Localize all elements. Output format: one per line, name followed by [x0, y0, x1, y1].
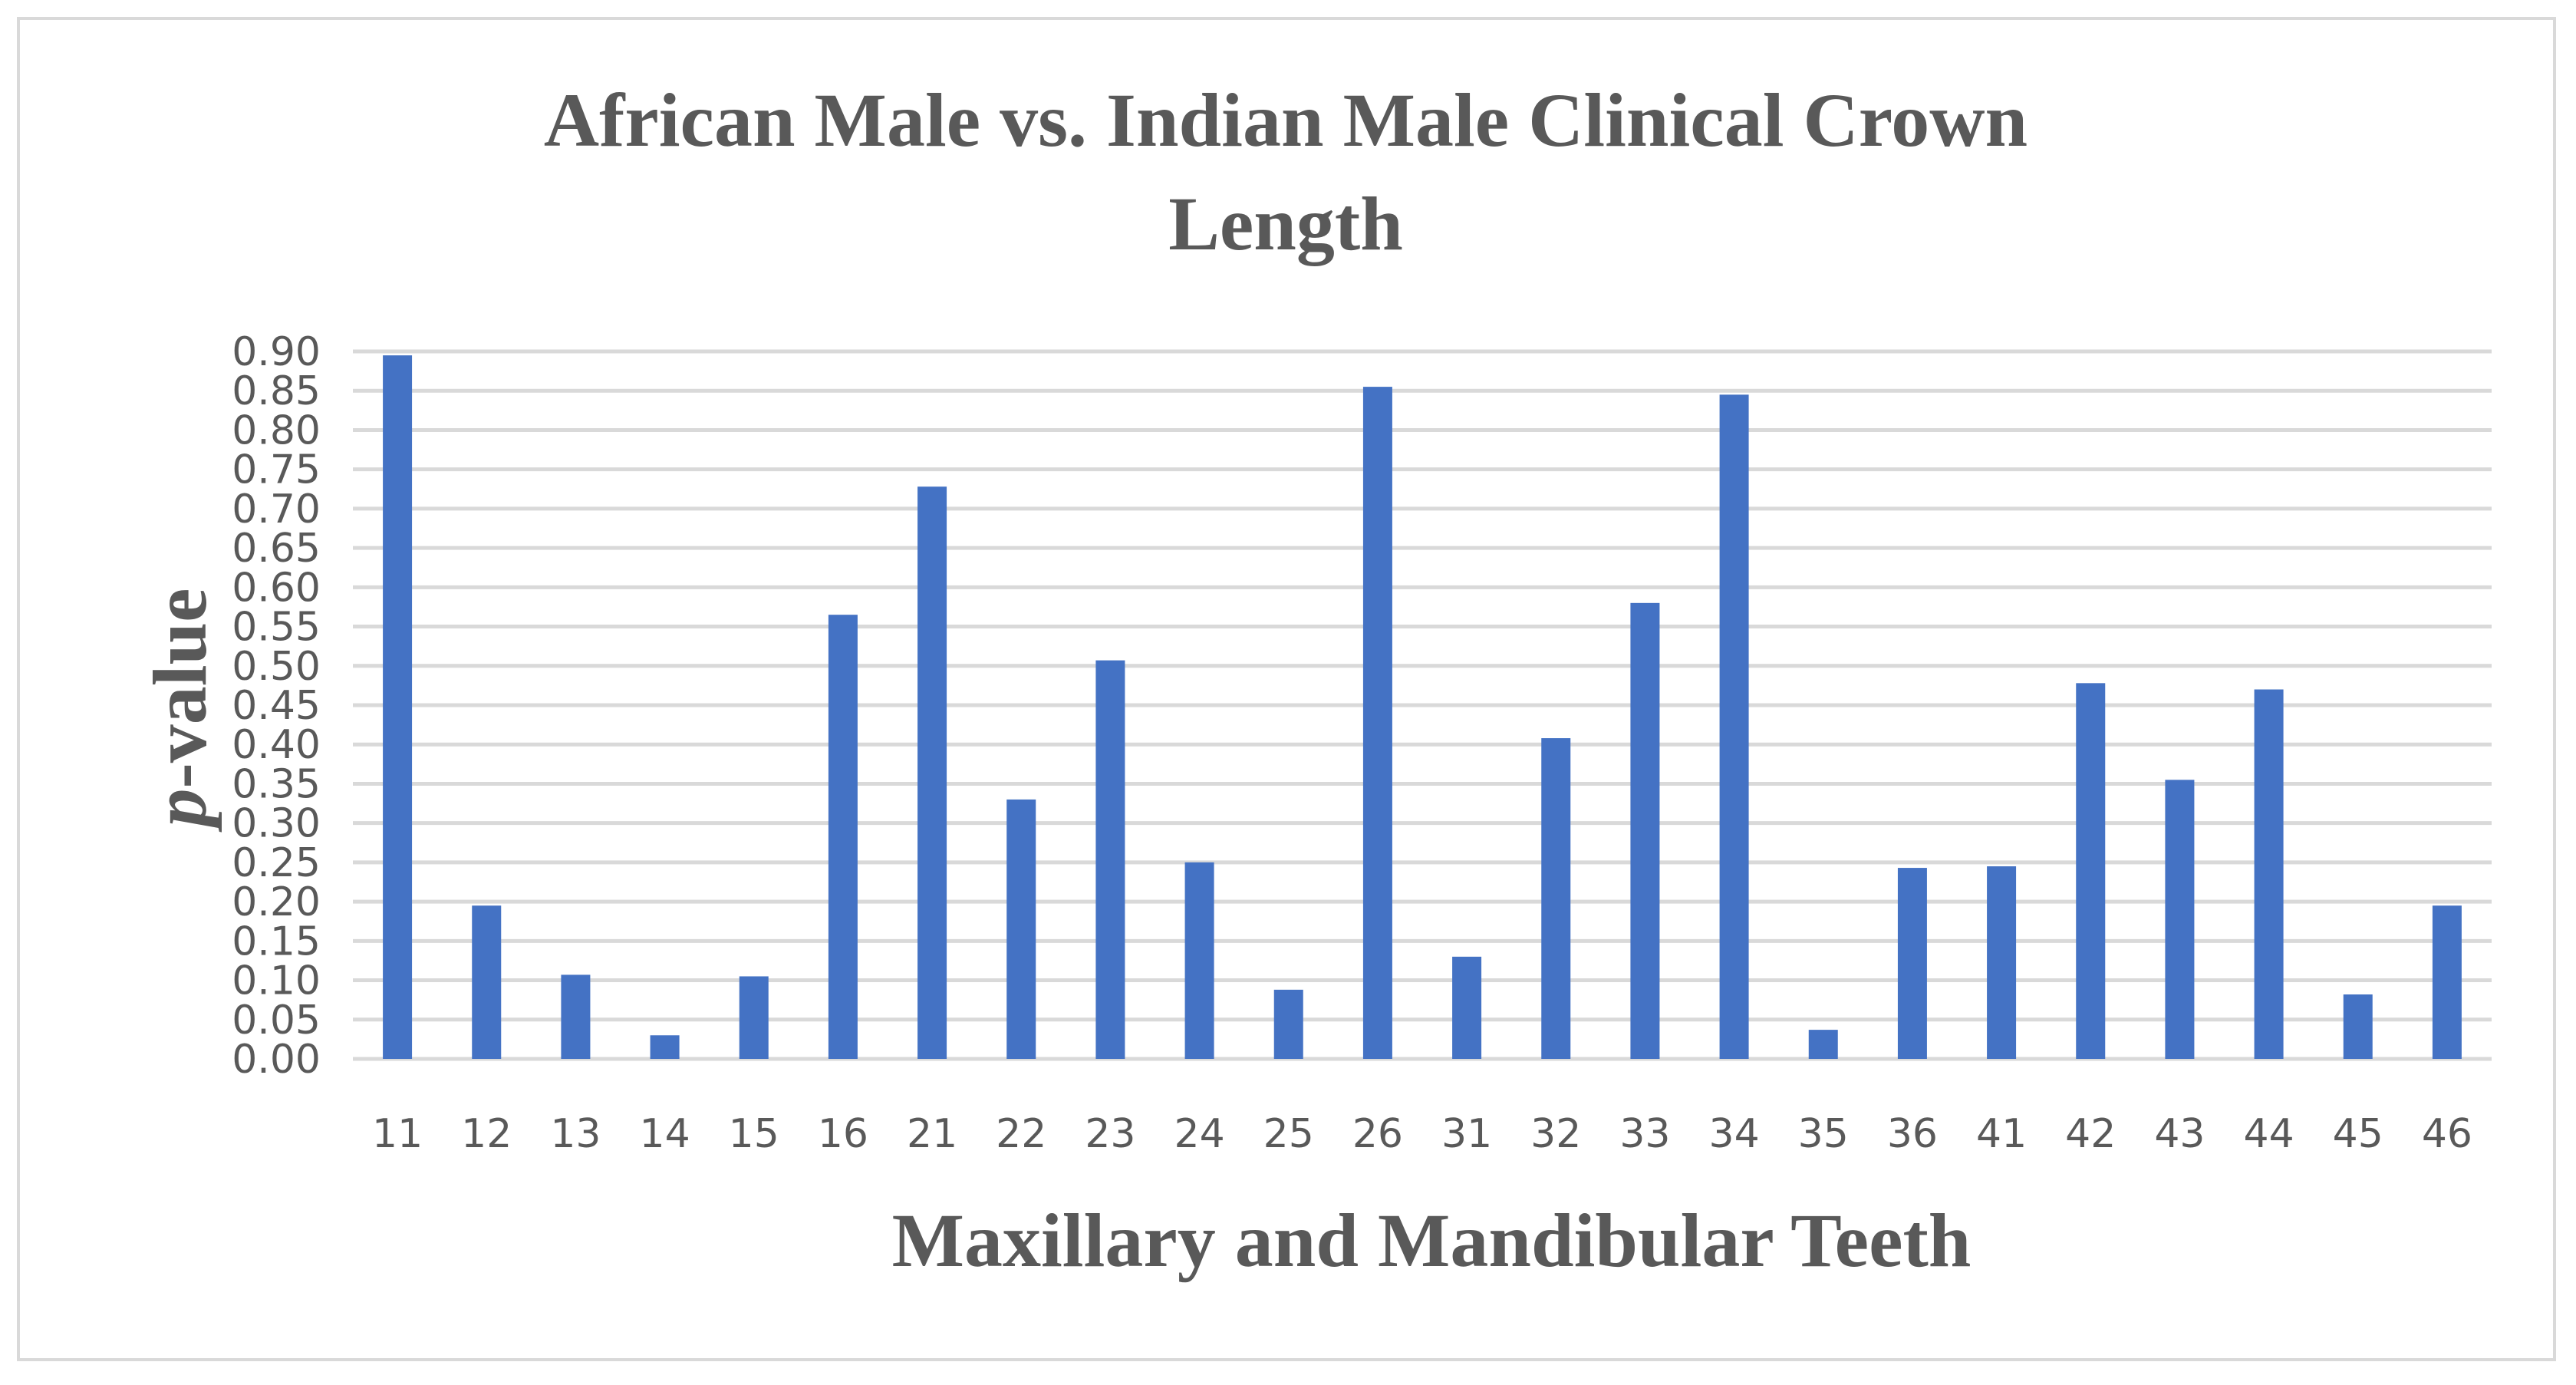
y-tick-label: 0.85	[232, 368, 321, 414]
y-tick-label: 0.35	[232, 761, 321, 807]
x-tick-label: 12	[461, 1111, 512, 1157]
bar-44	[2254, 689, 2284, 1059]
x-tick-label: 23	[1085, 1111, 1135, 1157]
bar-11	[383, 355, 413, 1060]
bar-45	[2343, 994, 2373, 1059]
chart-title: African Male vs. Indian Male Clinical Cr…	[544, 77, 2028, 266]
bar-41	[1987, 866, 2017, 1059]
bar-14	[650, 1035, 680, 1059]
bar-13	[561, 974, 591, 1059]
x-tick-label: 33	[1619, 1111, 1670, 1157]
y-tick-label: 0.90	[232, 329, 321, 375]
y-axis-title-rest: -value	[137, 588, 222, 788]
bar-36	[1897, 868, 1927, 1059]
x-tick-label: 16	[818, 1111, 868, 1157]
x-tick-label: 32	[1530, 1111, 1581, 1157]
bars	[383, 355, 2462, 1060]
bar-43	[2165, 780, 2195, 1059]
bar-32	[1541, 738, 1571, 1059]
x-tick-label: 35	[1798, 1111, 1849, 1157]
bar-31	[1452, 956, 1482, 1059]
gridlines	[353, 349, 2492, 1061]
y-tick-label: 0.20	[232, 879, 321, 925]
y-tick-label: 0.60	[232, 565, 321, 611]
x-axis-tick-labels: 11 12 13 14 15 16 21 22 23 24 25 26 31 32 33 34 35 36 41 42…	[372, 1111, 2472, 1157]
bar-46	[2432, 905, 2462, 1059]
bar-33	[1630, 602, 1660, 1059]
x-tick-label: 22	[996, 1111, 1046, 1157]
x-tick-label: 45	[2333, 1111, 2383, 1157]
bar-23	[1095, 660, 1125, 1059]
bar-22	[1006, 799, 1036, 1059]
bar-34	[1719, 394, 1749, 1059]
x-tick-label: 11	[372, 1111, 423, 1157]
y-axis-title-italic: p	[137, 789, 222, 833]
y-axis-tick-labels: 0.000.050.100.150.200.250.300.350.400.45…	[232, 329, 321, 1083]
y-tick-label: 0.80	[232, 407, 321, 453]
bar-24	[1184, 862, 1214, 1059]
y-tick-label: 0.25	[232, 840, 321, 886]
x-tick-label: 36	[1887, 1111, 1938, 1157]
bar-35	[1808, 1030, 1838, 1059]
y-tick-label: 0.45	[232, 683, 321, 729]
y-tick-label: 0.40	[232, 722, 321, 768]
x-axis-title: Maxillary and Mandibular Teeth	[892, 1198, 1972, 1283]
y-tick-label: 0.55	[232, 605, 321, 651]
y-axis-title: p-value	[137, 588, 222, 833]
y-tick-label: 0.00	[232, 1037, 321, 1083]
y-tick-label: 0.05	[232, 998, 321, 1044]
chart-frame	[17, 17, 2556, 1361]
chart-title-line-1: African Male vs. Indian Male Clinical Cr…	[544, 77, 2028, 163]
x-tick-label: 25	[1263, 1111, 1314, 1157]
bar-16	[828, 615, 858, 1059]
bar-42	[2076, 683, 2106, 1059]
y-tick-label: 0.70	[232, 486, 321, 533]
y-tick-label: 0.50	[232, 644, 321, 690]
x-tick-label: 44	[2243, 1111, 2294, 1157]
x-tick-label: 42	[2065, 1111, 2116, 1157]
bar-15	[739, 976, 769, 1059]
y-tick-label: 0.10	[232, 958, 321, 1004]
x-tick-label: 24	[1174, 1111, 1224, 1157]
x-tick-label: 46	[2422, 1111, 2472, 1157]
x-tick-label: 43	[2154, 1111, 2205, 1157]
x-tick-label: 14	[639, 1111, 690, 1157]
bar-25	[1273, 989, 1303, 1059]
x-tick-label: 15	[729, 1111, 779, 1157]
x-tick-label: 31	[1441, 1111, 1492, 1157]
x-tick-label: 13	[550, 1111, 601, 1157]
chart-title-line-2: Length	[1168, 181, 1403, 266]
x-tick-label: 34	[1708, 1111, 1759, 1157]
bar-26	[1362, 387, 1392, 1060]
y-tick-label: 0.65	[232, 526, 321, 572]
x-tick-label: 41	[1976, 1111, 2027, 1157]
y-tick-label: 0.30	[232, 801, 321, 847]
y-tick-label: 0.75	[232, 447, 321, 493]
x-tick-label: 26	[1352, 1111, 1403, 1157]
y-tick-label: 0.15	[232, 918, 321, 965]
bar-21	[917, 486, 947, 1059]
x-tick-label: 21	[907, 1111, 957, 1157]
bar-12	[472, 905, 502, 1059]
